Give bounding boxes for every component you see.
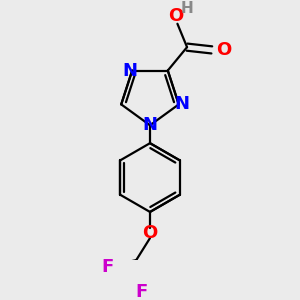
Text: H: H bbox=[181, 1, 194, 16]
Text: N: N bbox=[174, 95, 189, 113]
Text: O: O bbox=[168, 7, 184, 25]
Text: F: F bbox=[136, 283, 148, 300]
Text: N: N bbox=[142, 116, 158, 134]
Text: N: N bbox=[122, 61, 137, 80]
Text: F: F bbox=[101, 258, 113, 276]
Text: O: O bbox=[142, 224, 158, 242]
Text: O: O bbox=[216, 41, 231, 59]
